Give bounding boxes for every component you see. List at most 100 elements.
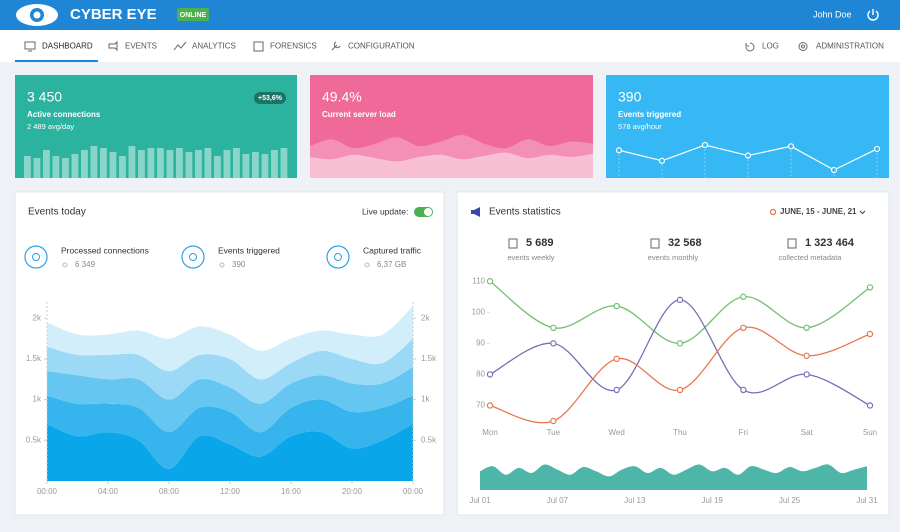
badge — [254, 92, 286, 104]
spark-bar — [233, 148, 240, 178]
stream-layer — [47, 424, 413, 481]
item-value: 6,37 GB — [377, 260, 406, 269]
x-tick-label: Sun — [863, 428, 877, 437]
spark-bar — [138, 150, 145, 178]
x-tick-label: Mon — [482, 428, 498, 437]
series-point — [803, 324, 810, 332]
spark-bar — [147, 148, 155, 178]
card-label: Current server load — [322, 110, 396, 119]
stats-icon — [471, 207, 480, 217]
stat-icon — [787, 238, 797, 249]
live-toggle[interactable] — [414, 207, 433, 217]
series-point — [613, 302, 620, 310]
panel-title: Events today — [28, 207, 86, 218]
stat-icon — [508, 238, 518, 249]
series-point — [613, 386, 620, 394]
nav-item[interactable]: EVENTS — [125, 42, 157, 51]
stream-layer — [47, 306, 413, 380]
spark-bar — [176, 148, 183, 178]
spark-bar — [242, 154, 250, 178]
spark-bar — [81, 150, 88, 178]
nav-bar — [0, 30, 900, 62]
power-button[interactable] — [867, 9, 879, 21]
x-tick-label: Fri — [739, 428, 749, 437]
series-point — [486, 278, 494, 285]
spark-bar — [128, 146, 136, 178]
nav-item[interactable]: FORENSICS — [270, 42, 317, 51]
x-tick-label: Jul 25 — [779, 496, 801, 505]
x-tick-label: 04:00 — [98, 487, 119, 496]
series-point — [676, 386, 684, 394]
series-point — [486, 402, 494, 409]
x-tick-label: Thu — [673, 428, 687, 437]
series-point — [740, 386, 747, 394]
spark-area — [310, 152, 593, 178]
x-tick-label: 16:00 — [281, 487, 302, 496]
stat-card — [15, 75, 297, 178]
series-point — [866, 330, 874, 338]
spark-point — [701, 141, 709, 149]
spark-bar — [52, 156, 60, 178]
x-tick-label: Jul 01 — [469, 496, 491, 505]
card-value: 390 — [618, 89, 642, 105]
spark-bar — [195, 150, 202, 178]
item-icon-dot — [334, 253, 342, 261]
y-tick-label: 100 — [472, 307, 486, 316]
item-icon-dot — [189, 253, 197, 261]
series-point — [550, 417, 557, 425]
spark-point — [744, 152, 752, 159]
spark-bar — [33, 158, 41, 178]
series-point — [866, 402, 874, 409]
item-icon — [326, 245, 350, 269]
item-value: 6 349 — [75, 260, 96, 269]
x-tick-label: Tue — [547, 428, 561, 437]
brand: CYBER EYE — [70, 6, 157, 23]
nav-item[interactable]: CONFIGURATION — [348, 42, 415, 51]
stat-icon — [650, 238, 660, 249]
nav-item[interactable]: LOG — [762, 42, 779, 51]
nav-item[interactable]: DASHBOARD — [42, 42, 93, 51]
y-tick-label: 1.5k — [26, 354, 42, 363]
y-tick-label: 1k — [33, 395, 42, 404]
stat-value: 5 689 — [526, 237, 554, 249]
spark-bar — [280, 148, 288, 178]
spark-bar — [271, 150, 278, 178]
card-sub: 578 avg/hour — [618, 122, 662, 131]
spark-bar — [214, 156, 221, 178]
y-tick-label-right: 1k — [421, 395, 430, 404]
live-label: Live update: — [362, 206, 408, 216]
top-bar — [0, 0, 900, 30]
card-value: 3 450 — [27, 89, 62, 105]
user-name[interactable]: John Doe — [813, 9, 852, 19]
series-point — [740, 324, 747, 332]
date-range[interactable]: JUNE, 15 - JUNE, 21 — [780, 207, 857, 216]
status: ONLINE — [180, 12, 207, 19]
y-tick-label-right: 1.5k — [421, 354, 437, 363]
y-tick-label: 80 — [476, 370, 485, 379]
spark-bar — [109, 152, 117, 178]
spark-point — [873, 145, 881, 153]
series-point — [613, 355, 620, 363]
item-label: Events triggered — [218, 245, 280, 255]
item-icon — [181, 245, 205, 269]
nav-item[interactable]: ANALYTICS — [192, 42, 236, 51]
x-tick-label: Jul 19 — [702, 496, 724, 505]
spark-bar — [204, 148, 212, 178]
panel-title: Events statistics — [489, 207, 561, 218]
spark-point — [830, 166, 838, 174]
x-tick-label: Jul 07 — [547, 496, 569, 505]
item-bullet — [364, 262, 370, 268]
spark-point — [658, 157, 666, 164]
status-badge — [177, 8, 209, 21]
card-value: 49.4% — [322, 89, 362, 105]
item-icon — [24, 245, 48, 269]
spark-bar — [252, 152, 259, 178]
series-point — [550, 340, 557, 347]
y-tick-label-right: 0.5k — [421, 435, 437, 444]
item-icon-dot — [32, 253, 40, 261]
nav-item[interactable]: ADMINISTRATION — [816, 42, 884, 51]
badge-text: +53,6% — [258, 95, 283, 102]
y-tick-label: 0.5k — [26, 435, 42, 444]
x-tick-label: 00:00 — [37, 487, 58, 496]
